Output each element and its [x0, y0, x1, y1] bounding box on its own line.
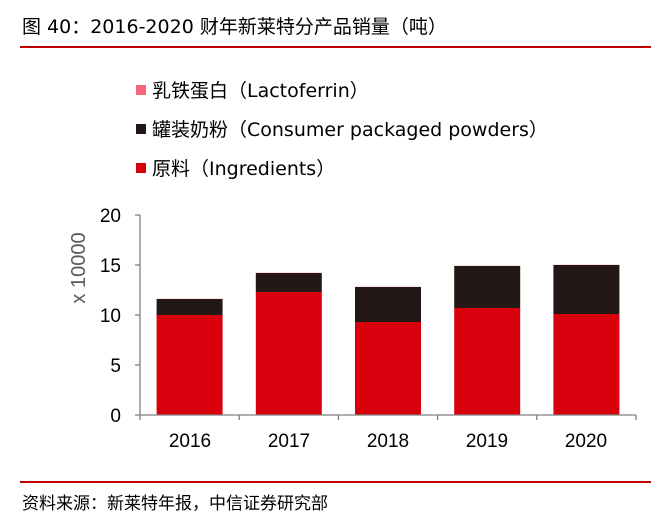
footer-divider — [20, 481, 651, 483]
y-tick-label: 20 — [100, 206, 121, 227]
y-tick-label: 0 — [110, 406, 121, 427]
bar-consumer-packaged-2017 — [255, 273, 322, 292]
legend-swatch-lactoferrin — [136, 85, 146, 95]
bar-ingredients-2016 — [156, 315, 223, 415]
bar-consumer-packaged-2016 — [156, 299, 223, 315]
legend-swatch-consumer — [136, 124, 146, 134]
title-divider — [20, 46, 651, 48]
x-tick-label: 2020 — [565, 431, 607, 452]
y-axis-label: x 10000 — [68, 232, 90, 303]
bar-ingredients-2017 — [255, 292, 322, 415]
bar-ingredients-2018 — [355, 322, 421, 415]
x-tick-label: 2018 — [367, 431, 409, 452]
x-tick-label: 2016 — [169, 431, 211, 452]
legend: 乳铁蛋白（Lactoferrin） 罐装奶粉（Consumer packaged… — [136, 80, 548, 180]
legend-label-consumer: 罐装奶粉（Consumer packaged powders） — [152, 119, 548, 141]
bars-group — [156, 264, 620, 415]
legend-label-lactoferrin: 乳铁蛋白（Lactoferrin） — [152, 80, 369, 102]
bar-consumer-packaged-2018 — [355, 287, 421, 322]
y-tick-label: 10 — [100, 306, 121, 327]
x-tick-label: 2017 — [268, 431, 310, 452]
y-tick-label: 5 — [110, 356, 121, 377]
chart-title: 图 40：2016-2020 财年新莱特分产品销量（吨） — [22, 16, 447, 38]
source-note: 资料来源：新莱特年报，中信证券研究部 — [22, 494, 328, 514]
x-tick-label: 2019 — [466, 431, 508, 452]
bar-ingredients-2019 — [454, 308, 521, 415]
legend-label-ingredients: 原料（Ingredients） — [152, 158, 335, 180]
legend-swatch-ingredients — [136, 163, 146, 173]
bar-ingredients-2020 — [553, 314, 620, 415]
y-tick-label: 15 — [100, 256, 121, 277]
bar-consumer-packaged-2019 — [454, 266, 521, 308]
axes-group — [135, 214, 637, 420]
bar-consumer-packaged-2020 — [553, 265, 620, 314]
